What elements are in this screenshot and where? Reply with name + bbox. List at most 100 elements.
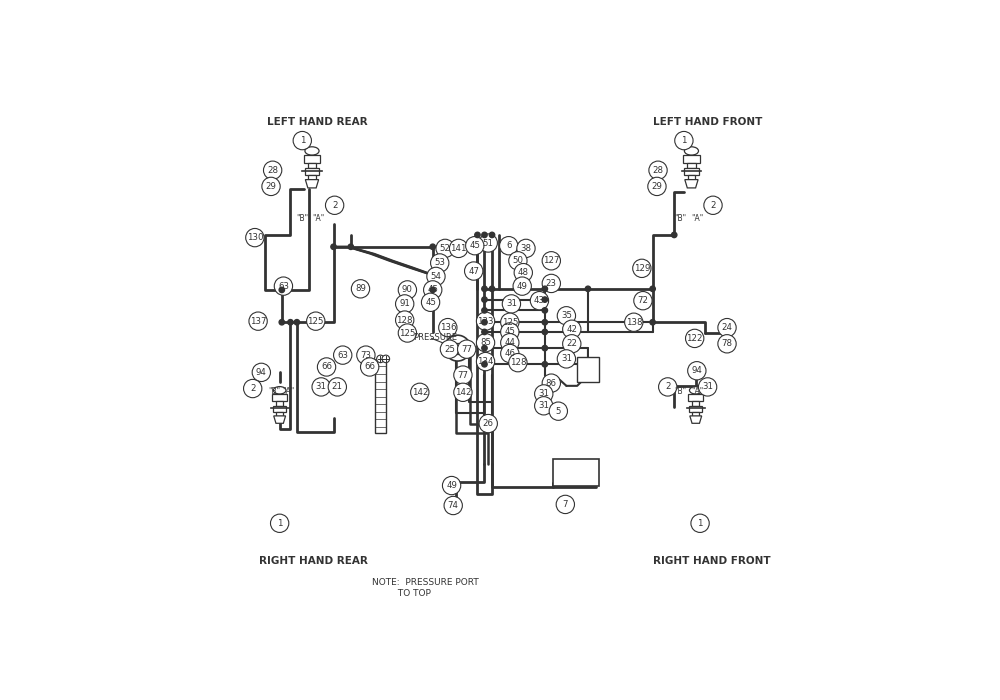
Circle shape [398, 324, 417, 342]
Text: 77: 77 [457, 370, 468, 379]
Circle shape [542, 374, 560, 392]
Circle shape [482, 308, 487, 313]
Circle shape [348, 244, 353, 249]
Text: LEFT HAND FRONT: LEFT HAND FRONT [653, 117, 762, 127]
Text: 78: 78 [722, 340, 733, 349]
Circle shape [476, 334, 495, 352]
Circle shape [442, 477, 461, 495]
Circle shape [444, 496, 462, 514]
Bar [684, 168, 699, 175]
Circle shape [718, 318, 736, 337]
Polygon shape [305, 180, 319, 188]
Circle shape [489, 232, 495, 237]
Text: 66: 66 [364, 363, 375, 372]
Circle shape [476, 352, 495, 371]
Text: 31: 31 [316, 382, 327, 391]
Circle shape [430, 287, 435, 293]
Circle shape [449, 239, 468, 258]
Text: 63: 63 [278, 281, 289, 290]
Text: "B": "B" [674, 386, 686, 395]
Polygon shape [274, 416, 286, 423]
Circle shape [244, 379, 262, 398]
Circle shape [262, 177, 280, 195]
Circle shape [542, 251, 560, 270]
Circle shape [466, 237, 484, 255]
Text: 21: 21 [332, 382, 343, 391]
Circle shape [294, 319, 300, 325]
Text: 23: 23 [546, 279, 557, 288]
Text: 2: 2 [250, 384, 255, 393]
Text: 52: 52 [440, 244, 451, 253]
Bar [553, 458, 599, 486]
Text: 138: 138 [626, 318, 642, 327]
Circle shape [476, 312, 495, 330]
Circle shape [431, 254, 449, 272]
Text: 47: 47 [468, 267, 479, 276]
Circle shape [279, 287, 285, 293]
Text: NOTE:  PRESSURE PORT
         TO TOP: NOTE: PRESSURE PORT TO TOP [372, 578, 479, 598]
Text: 45: 45 [504, 328, 515, 337]
Circle shape [718, 335, 736, 353]
Circle shape [502, 295, 521, 313]
Text: 128: 128 [510, 358, 526, 368]
Circle shape [482, 362, 487, 367]
Text: 44: 44 [504, 338, 515, 347]
Bar [689, 406, 702, 412]
Circle shape [688, 362, 706, 380]
Circle shape [556, 496, 574, 514]
Text: 46: 46 [504, 349, 515, 358]
Text: 45: 45 [469, 241, 480, 250]
Circle shape [659, 378, 677, 396]
Bar [683, 155, 700, 163]
Circle shape [513, 277, 531, 295]
Circle shape [482, 297, 487, 302]
Bar [688, 175, 695, 180]
Circle shape [263, 161, 282, 179]
Circle shape [634, 291, 652, 310]
Text: 90: 90 [402, 286, 413, 295]
Text: 22: 22 [566, 340, 577, 349]
Circle shape [563, 320, 581, 338]
Circle shape [482, 232, 487, 237]
Text: "B": "B" [674, 214, 686, 223]
Text: "A": "A" [312, 214, 324, 223]
Text: 85: 85 [480, 338, 491, 347]
Text: 129: 129 [634, 264, 650, 273]
Text: 122: 122 [686, 334, 703, 343]
Text: 125: 125 [502, 318, 518, 327]
Circle shape [430, 244, 435, 249]
Circle shape [436, 239, 454, 258]
Circle shape [509, 354, 527, 372]
Circle shape [252, 363, 270, 382]
Bar [272, 394, 287, 401]
Text: 66: 66 [321, 363, 332, 372]
Circle shape [312, 378, 330, 396]
Ellipse shape [684, 147, 699, 155]
Circle shape [293, 132, 311, 150]
Circle shape [439, 318, 457, 337]
Bar [692, 412, 699, 416]
Circle shape [334, 346, 352, 364]
Text: 133: 133 [477, 316, 494, 326]
Text: 31: 31 [702, 382, 713, 391]
Text: 45: 45 [427, 286, 438, 295]
Circle shape [535, 397, 553, 415]
Bar [577, 357, 599, 382]
Circle shape [542, 286, 548, 291]
Circle shape [542, 362, 548, 367]
Circle shape [648, 177, 666, 195]
Text: 1: 1 [277, 519, 282, 528]
Circle shape [542, 274, 560, 293]
Text: 31: 31 [538, 401, 549, 410]
Circle shape [482, 319, 487, 325]
Circle shape [274, 277, 293, 295]
Text: 91: 91 [399, 300, 410, 309]
Bar [687, 163, 696, 168]
Text: 51: 51 [483, 239, 494, 248]
Text: PRESSURE: PRESSURE [413, 332, 457, 342]
Circle shape [542, 297, 548, 302]
Circle shape [585, 286, 591, 291]
Text: 54: 54 [430, 272, 441, 281]
Text: 137: 137 [250, 316, 266, 326]
Text: 94: 94 [256, 368, 267, 377]
